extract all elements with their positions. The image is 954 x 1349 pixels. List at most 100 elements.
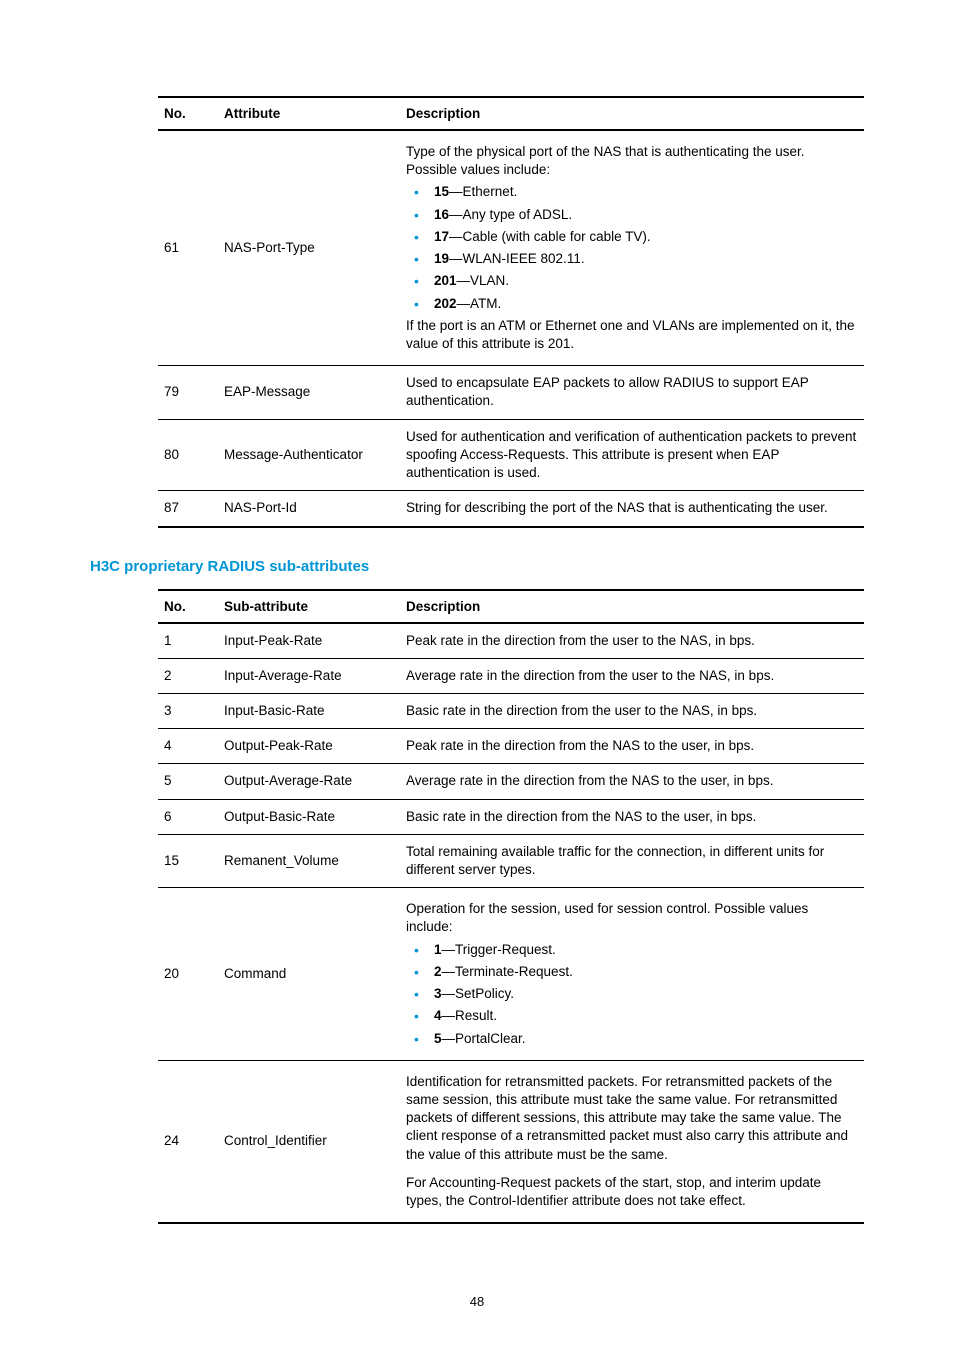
bullet-rest: —WLAN-IEEE 802.11. bbox=[449, 251, 585, 266]
table-row: 3 Input-Basic-Rate Basic rate in the dir… bbox=[158, 693, 864, 728]
col-header-desc: Description bbox=[400, 590, 864, 623]
bullet-bold: 17 bbox=[434, 229, 449, 244]
cell-attr: EAP-Message bbox=[218, 366, 400, 419]
cell-attr: Output-Average-Rate bbox=[218, 764, 400, 799]
bullet-bold: 3 bbox=[434, 986, 442, 1001]
cell-no: 5 bbox=[158, 764, 218, 799]
bullet-item: 5—PortalClear. bbox=[406, 1030, 858, 1048]
bullet-item: 3—SetPolicy. bbox=[406, 985, 858, 1003]
bullet-item: 4—Result. bbox=[406, 1007, 858, 1025]
bullet-rest: —Any type of ADSL. bbox=[449, 207, 572, 222]
cell-desc: Used to encapsulate EAP packets to allow… bbox=[400, 366, 864, 419]
page-content: No. Attribute Description 61 NAS-Port-Ty… bbox=[0, 0, 954, 1349]
page-number: 48 bbox=[90, 1294, 864, 1309]
table-row: 87 NAS-Port-Id String for describing the… bbox=[158, 491, 864, 527]
cell-desc: Average rate in the direction from the u… bbox=[400, 658, 864, 693]
radius-attributes-table: No. Attribute Description 61 NAS-Port-Ty… bbox=[158, 96, 864, 528]
desc-para1: Identification for retransmitted packets… bbox=[406, 1073, 858, 1164]
cell-no: 80 bbox=[158, 419, 218, 491]
cell-no: 87 bbox=[158, 491, 218, 527]
bullet-rest: —ATM. bbox=[457, 296, 502, 311]
bullet-rest: —SetPolicy. bbox=[442, 986, 515, 1001]
col-header-desc: Description bbox=[400, 97, 864, 130]
col-header-no: No. bbox=[158, 97, 218, 130]
cell-attr: Input-Average-Rate bbox=[218, 658, 400, 693]
table-row: 20 Command Operation for the session, us… bbox=[158, 888, 864, 1061]
cell-no: 2 bbox=[158, 658, 218, 693]
col-header-attr: Attribute bbox=[218, 97, 400, 130]
bullet-item: 19—WLAN-IEEE 802.11. bbox=[406, 250, 858, 268]
bullet-item: 201—VLAN. bbox=[406, 272, 858, 290]
bullet-item: 16—Any type of ADSL. bbox=[406, 206, 858, 224]
cell-desc: String for describing the port of the NA… bbox=[400, 491, 864, 527]
desc-intro: Type of the physical port of the NAS tha… bbox=[406, 143, 858, 179]
bullet-list: 1—Trigger-Request. 2—Terminate-Request. … bbox=[406, 941, 858, 1048]
bullet-rest: —Ethernet. bbox=[449, 184, 517, 199]
bullet-bold: 19 bbox=[434, 251, 449, 266]
desc-para2: For Accounting-Request packets of the st… bbox=[406, 1174, 858, 1210]
table-row: 24 Control_Identifier Identification for… bbox=[158, 1060, 864, 1223]
bullet-bold: 15 bbox=[434, 184, 449, 199]
cell-no: 3 bbox=[158, 693, 218, 728]
table-header-row: No. Attribute Description bbox=[158, 97, 864, 130]
cell-attr: Command bbox=[218, 888, 400, 1061]
table-row: 80 Message-Authenticator Used for authen… bbox=[158, 419, 864, 491]
desc-intro: Operation for the session, used for sess… bbox=[406, 900, 858, 936]
bullet-bold: 1 bbox=[434, 942, 442, 957]
cell-attr: Output-Peak-Rate bbox=[218, 729, 400, 764]
cell-desc: Identification for retransmitted packets… bbox=[400, 1060, 864, 1223]
bullet-bold: 2 bbox=[434, 964, 442, 979]
cell-desc: Total remaining available traffic for th… bbox=[400, 834, 864, 887]
col-header-attr: Sub-attribute bbox=[218, 590, 400, 623]
cell-no: 20 bbox=[158, 888, 218, 1061]
table-header-row: No. Sub-attribute Description bbox=[158, 590, 864, 623]
cell-desc: Used for authentication and verification… bbox=[400, 419, 864, 491]
bullet-rest: —Cable (with cable for cable TV). bbox=[449, 229, 651, 244]
table-row: 4 Output-Peak-Rate Peak rate in the dire… bbox=[158, 729, 864, 764]
section-heading: H3C proprietary RADIUS sub-attributes bbox=[90, 558, 864, 575]
cell-no: 61 bbox=[158, 130, 218, 366]
col-header-no: No. bbox=[158, 590, 218, 623]
bullet-item: 202—ATM. bbox=[406, 295, 858, 313]
table-row: 79 EAP-Message Used to encapsulate EAP p… bbox=[158, 366, 864, 419]
cell-attr: Remanent_Volume bbox=[218, 834, 400, 887]
cell-no: 6 bbox=[158, 799, 218, 834]
bullet-rest: —Terminate-Request. bbox=[442, 964, 573, 979]
cell-no: 15 bbox=[158, 834, 218, 887]
cell-attr: Control_Identifier bbox=[218, 1060, 400, 1223]
bullet-item: 2—Terminate-Request. bbox=[406, 963, 858, 981]
bullet-bold: 5 bbox=[434, 1031, 442, 1046]
cell-attr: NAS-Port-Id bbox=[218, 491, 400, 527]
bullet-item: 1—Trigger-Request. bbox=[406, 941, 858, 959]
desc-outro: If the port is an ATM or Ethernet one an… bbox=[406, 317, 858, 353]
cell-attr: Input-Basic-Rate bbox=[218, 693, 400, 728]
cell-desc: Peak rate in the direction from the NAS … bbox=[400, 729, 864, 764]
cell-no: 1 bbox=[158, 623, 218, 659]
bullet-bold: 16 bbox=[434, 207, 449, 222]
cell-desc: Average rate in the direction from the N… bbox=[400, 764, 864, 799]
cell-desc: Peak rate in the direction from the user… bbox=[400, 623, 864, 659]
cell-attr: Message-Authenticator bbox=[218, 419, 400, 491]
table-row: 5 Output-Average-Rate Average rate in th… bbox=[158, 764, 864, 799]
bullet-rest: —PortalClear. bbox=[442, 1031, 526, 1046]
table-row: 1 Input-Peak-Rate Peak rate in the direc… bbox=[158, 623, 864, 659]
bullet-bold: 202 bbox=[434, 296, 457, 311]
cell-desc: Basic rate in the direction from the use… bbox=[400, 693, 864, 728]
cell-desc: Type of the physical port of the NAS tha… bbox=[400, 130, 864, 366]
cell-desc: Operation for the session, used for sess… bbox=[400, 888, 864, 1061]
table-row: 61 NAS-Port-Type Type of the physical po… bbox=[158, 130, 864, 366]
cell-attr: Output-Basic-Rate bbox=[218, 799, 400, 834]
bullet-rest: —Result. bbox=[442, 1008, 498, 1023]
table-row: 15 Remanent_Volume Total remaining avail… bbox=[158, 834, 864, 887]
sub-attributes-table: No. Sub-attribute Description 1 Input-Pe… bbox=[158, 589, 864, 1225]
bullet-rest: —VLAN. bbox=[457, 273, 510, 288]
bullet-rest: —Trigger-Request. bbox=[442, 942, 556, 957]
cell-no: 79 bbox=[158, 366, 218, 419]
cell-attr: Input-Peak-Rate bbox=[218, 623, 400, 659]
bullet-item: 17—Cable (with cable for cable TV). bbox=[406, 228, 858, 246]
cell-attr: NAS-Port-Type bbox=[218, 130, 400, 366]
bullet-bold: 201 bbox=[434, 273, 457, 288]
bullet-list: 15—Ethernet. 16—Any type of ADSL. 17—Cab… bbox=[406, 183, 858, 312]
table-row: 6 Output-Basic-Rate Basic rate in the di… bbox=[158, 799, 864, 834]
cell-no: 4 bbox=[158, 729, 218, 764]
